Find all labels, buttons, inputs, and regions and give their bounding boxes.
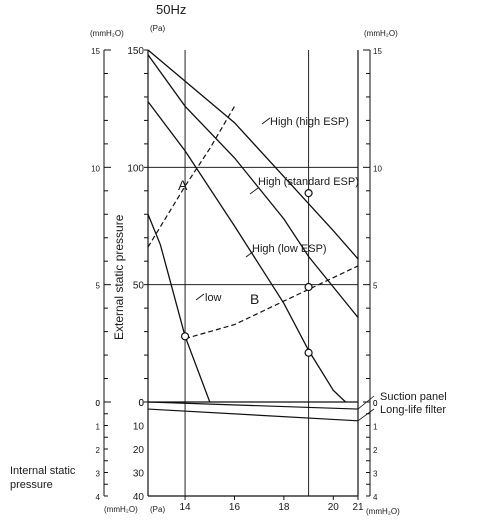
lower-mm-tick-label-left: 3 bbox=[96, 470, 101, 479]
lower-pa-tick-label: 20 bbox=[133, 445, 145, 456]
region-label-a: A bbox=[178, 177, 188, 193]
x-tick-label: 14 bbox=[179, 502, 191, 513]
lower-pa-tick-label: 30 bbox=[133, 469, 145, 480]
operating-point bbox=[304, 282, 313, 292]
dashed-limit-a bbox=[147, 105, 236, 248]
pa-tick-label: 0 bbox=[138, 398, 144, 409]
grid-lines bbox=[148, 50, 358, 496]
mm-tick-label-right: 0 bbox=[373, 399, 378, 408]
mm-tick-label-left: 10 bbox=[91, 164, 100, 173]
lower-mm-tick-label-left: 4 bbox=[96, 493, 101, 502]
x-unit-pa-left: (Pa) bbox=[150, 505, 165, 514]
operating-point bbox=[304, 189, 313, 198]
series-labels: High (high ESP) High (standard ESP) High (… bbox=[178, 116, 359, 307]
operating-point bbox=[180, 332, 190, 341]
loss-lines bbox=[147, 395, 375, 422]
series-curves bbox=[147, 49, 359, 403]
suction-panel-label: Suction panel bbox=[380, 391, 447, 403]
curve-high-low-esp bbox=[147, 54, 359, 318]
mm-tick-label-right: 5 bbox=[373, 282, 378, 291]
series-label-leader bbox=[261, 117, 271, 125]
series-label-leader bbox=[195, 293, 205, 301]
mm-tick-label-left: 0 bbox=[96, 399, 101, 408]
mm-tick-label-left: 15 bbox=[91, 47, 100, 56]
left-unit-pa-label: (Pa) bbox=[150, 24, 165, 33]
curve-high-high-esp bbox=[147, 49, 359, 260]
long-life-filter-leader bbox=[357, 408, 375, 422]
lower-pa-tick-label: 40 bbox=[133, 492, 145, 503]
series-label: High (low ESP) bbox=[252, 243, 327, 255]
y-axis-title: External static pressure bbox=[112, 214, 126, 340]
x-tick-label: 21 bbox=[352, 502, 364, 513]
operating-point bbox=[304, 348, 313, 357]
series-label: High (standard ESP) bbox=[258, 176, 359, 188]
x-tick-label: 20 bbox=[328, 502, 340, 513]
x-tick-label: 18 bbox=[278, 502, 290, 513]
internal-pressure-label-line2: pressure bbox=[10, 479, 53, 491]
internal-pressure-label-line1: Internal static bbox=[10, 465, 76, 477]
lower-mm-tick-label-right: 1 bbox=[373, 423, 378, 432]
series-label: High (high ESP) bbox=[270, 116, 349, 128]
mm-tick-label-right: 15 bbox=[373, 47, 382, 56]
lower-mm-tick-label-right: 2 bbox=[373, 446, 378, 455]
curve-high-standard-esp bbox=[147, 101, 347, 403]
pa-tick-label: 150 bbox=[127, 46, 144, 57]
suction-panel-leader bbox=[357, 395, 375, 410]
loss-line-long-life-filter bbox=[147, 408, 359, 422]
lower-mm-tick-label-left: 0 bbox=[96, 399, 101, 408]
long-life-filter-label: Long-life filter bbox=[380, 404, 446, 416]
series-label-leader bbox=[249, 187, 259, 195]
x-unit-mm-left: (mmH₂O) bbox=[104, 505, 138, 514]
lower-mm-tick-label-left: 1 bbox=[96, 423, 101, 432]
lower-mm-tick-label-right: 4 bbox=[373, 493, 378, 502]
marker-points bbox=[180, 189, 313, 357]
pa-tick-label: 100 bbox=[127, 163, 144, 174]
lower-mm-tick-label-right: 3 bbox=[373, 470, 378, 479]
lower-pa-tick-label: 10 bbox=[133, 422, 145, 433]
series-label-leader bbox=[245, 250, 255, 258]
pa-tick-label: 50 bbox=[133, 281, 145, 292]
chart-title: 50Hz bbox=[156, 2, 186, 17]
right-unit-mm-label: (mmH₂O) bbox=[364, 29, 398, 38]
x-tick-label: 16 bbox=[229, 502, 241, 513]
axes bbox=[103, 49, 371, 500]
lower-pa-tick-label: 0 bbox=[138, 398, 144, 409]
loss-line-suction-panel bbox=[147, 401, 359, 410]
left-unit-mm-label: (mmH₂O) bbox=[90, 29, 124, 38]
mm-tick-label-left: 5 bbox=[96, 282, 101, 291]
series-label: low bbox=[205, 292, 222, 304]
dashed-limit-b bbox=[184, 265, 359, 340]
lower-mm-tick-label-left: 2 bbox=[96, 446, 101, 455]
region-label-b: B bbox=[250, 291, 259, 307]
mm-tick-label-right: 10 bbox=[373, 164, 382, 173]
curve-low bbox=[147, 214, 211, 403]
lower-mm-tick-label-right: 0 bbox=[373, 399, 378, 408]
dashed-limit-lines bbox=[147, 105, 359, 340]
x-unit-mm-right: (mmH₂O) bbox=[366, 507, 400, 516]
